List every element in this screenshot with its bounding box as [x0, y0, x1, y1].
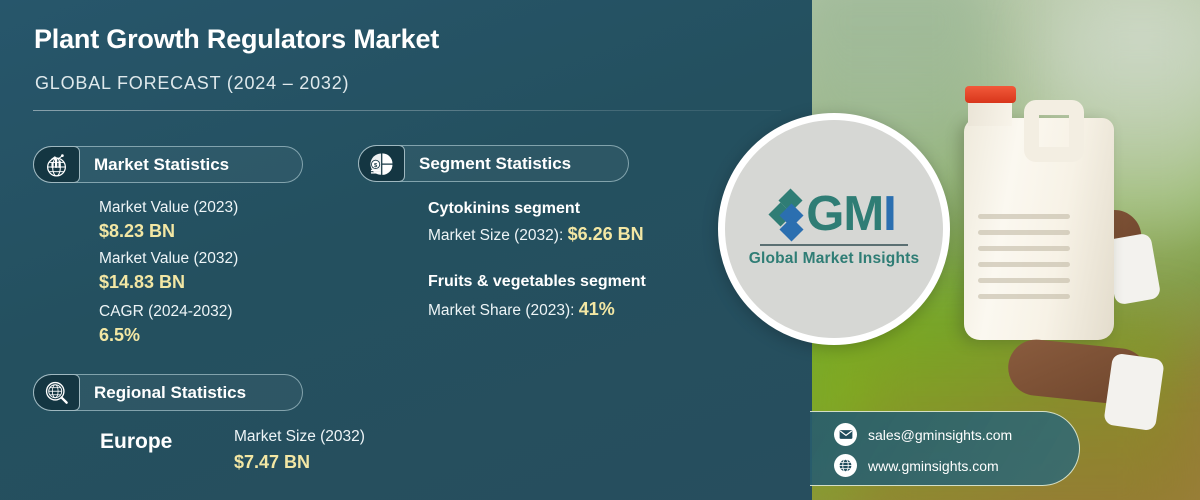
cagr-label: CAGR (2024-2032) — [99, 303, 233, 320]
sleeve-cuff-lower — [1103, 352, 1165, 432]
cytokinins-metric-value: $6.26 BN — [567, 224, 644, 244]
logo-letters: GMI — [806, 187, 897, 242]
fruits-vegetables-metric-label: Market Share (2023): — [428, 302, 579, 319]
header-divider — [33, 110, 781, 111]
market-value-2023-value: $8.23 BN — [99, 221, 176, 241]
page-title: Plant Growth Regulators Market — [34, 24, 440, 54]
product-photo — [812, 0, 1200, 500]
envelope-icon — [834, 423, 857, 446]
jug-cap-red — [965, 86, 1016, 103]
regional-statistics-label: Regional Statistics — [94, 382, 247, 402]
logo-letter-m: M — [843, 187, 884, 242]
logo-letter-g: G — [806, 187, 844, 242]
market-value-2032-value: $14.83 BN — [99, 272, 186, 292]
logo-tagline: Global Market Insights — [748, 249, 920, 267]
market-value-2023-label: Market Value (2023) — [99, 199, 239, 216]
content-panel: Plant Growth Regulators Market GLOBAL FO… — [0, 0, 812, 500]
fruits-vegetables-metric-value: 41% — [578, 299, 615, 319]
contact-email-text: sales@gminsights.com — [868, 426, 1013, 443]
cagr-value: 6.5% — [99, 325, 141, 345]
logo-diamonds-icon — [768, 188, 804, 242]
globe-magnifier-icon — [33, 374, 80, 411]
contact-website-row[interactable]: www.gminsights.com — [834, 454, 1079, 477]
svg-text:$: $ — [374, 163, 378, 169]
globe-bar-chart-icon — [33, 146, 80, 183]
contact-box: sales@gminsights.com www.gminsights.com — [810, 411, 1080, 486]
gmi-logo: GMI Global Market Insights — [718, 113, 950, 345]
logo-rule — [760, 244, 908, 246]
logo-mark-row: GMI — [768, 187, 897, 242]
logo-letter-i: I — [883, 187, 897, 242]
section-header-segment-statistics: $ Segment Statistics — [358, 145, 629, 182]
region-metric-value: $7.47 BN — [234, 452, 311, 472]
region-name: Europe — [100, 430, 173, 453]
contact-website-text: www.gminsights.com — [868, 457, 999, 474]
page-subtitle: GLOBAL FORECAST (2024 – 2032) — [35, 73, 350, 93]
cytokinins-metric-label: Market Size (2032): — [428, 227, 568, 244]
market-value-2032-label: Market Value (2032) — [99, 250, 239, 267]
market-statistics-label: Market Statistics — [94, 154, 230, 174]
segment-name-fruits-vegetables: Fruits & vegetables segment — [428, 273, 646, 290]
segment-statistics-label: Segment Statistics — [419, 153, 572, 173]
section-header-market-statistics: Market Statistics — [33, 146, 303, 183]
segment-metric-fruits-vegetables: Market Share (2023): 41% — [428, 299, 615, 320]
region-metric-label: Market Size (2032) — [234, 428, 365, 445]
jug-handle — [1024, 100, 1084, 162]
jug-illustration — [952, 86, 1165, 432]
globe-icon — [834, 454, 857, 477]
segment-name-cytokinins: Cytokinins segment — [428, 200, 581, 217]
segment-metric-cytokinins: Market Size (2032): $6.26 BN — [428, 224, 644, 245]
section-header-regional-statistics: Regional Statistics — [33, 374, 303, 411]
pie-chart-coin-icon: $ — [358, 145, 405, 182]
contact-email-row[interactable]: sales@gminsights.com — [834, 423, 1079, 446]
